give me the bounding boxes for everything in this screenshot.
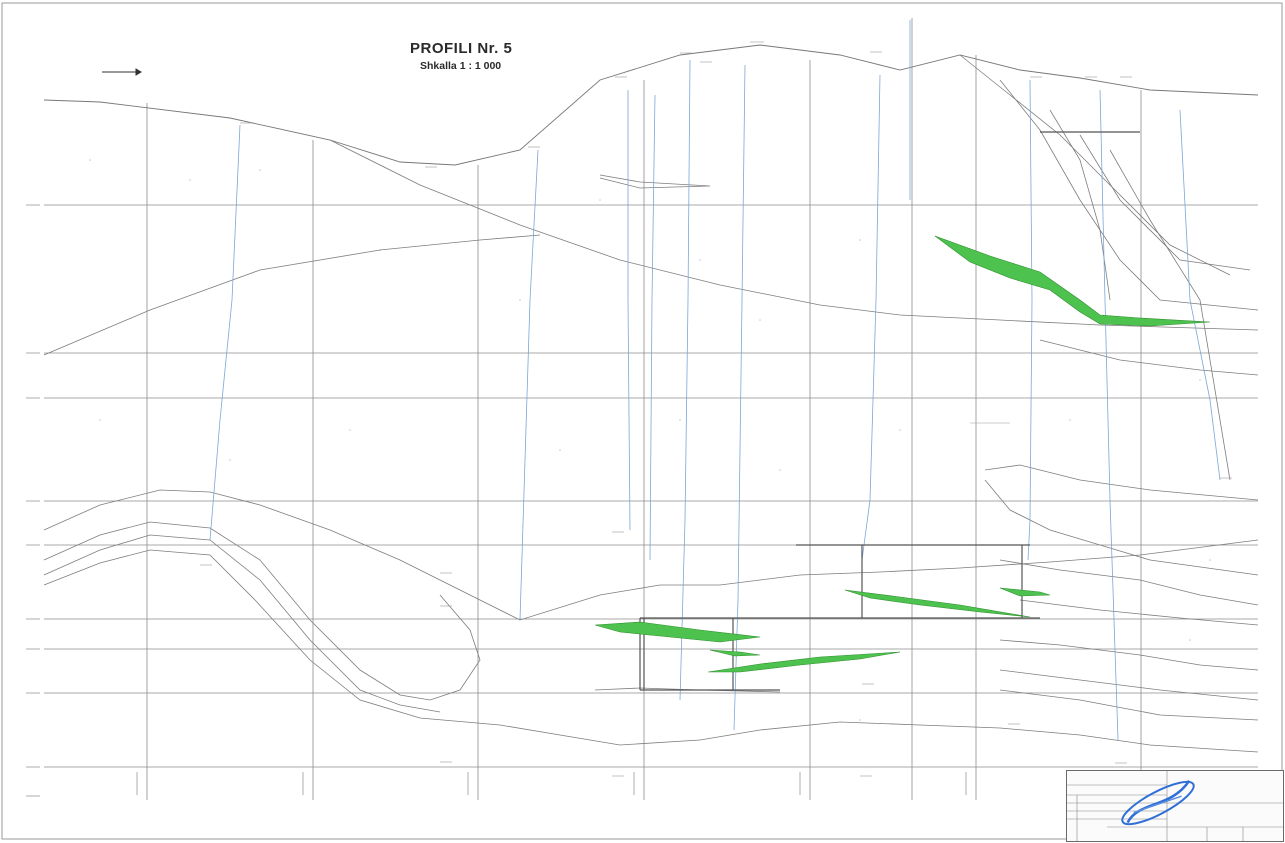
north-arrow-icon <box>102 68 142 76</box>
drawing-title: PROFILI Nr. 5 <box>410 40 513 57</box>
elevation-grid <box>44 204 1258 768</box>
coordinate-grid <box>146 18 1142 800</box>
coordinate-ticks <box>136 772 967 795</box>
geological-contacts-upper <box>43 54 1259 481</box>
ore-body-lower-3 <box>844 589 1031 618</box>
annotation-marks <box>200 41 1232 777</box>
approval-stamp-icon <box>1121 780 1195 826</box>
borehole-traces <box>209 20 1221 741</box>
ore-body-lower-4 <box>709 649 761 657</box>
topographic-surface <box>43 44 1259 166</box>
drawing-scale: Shkalla 1 : 1 000 <box>420 60 502 72</box>
ore-body-lower-1 <box>594 621 761 643</box>
ore-body-lower-2 <box>707 651 901 673</box>
ore-body-lower-5 <box>999 587 1051 597</box>
mine-levels <box>639 131 1140 691</box>
ore-body-upper <box>934 235 1211 327</box>
lithology-pattern <box>89 159 1211 721</box>
ore-bodies <box>594 235 1211 673</box>
geological-contacts-lower <box>43 464 1259 753</box>
elevation-ticks <box>26 204 40 797</box>
